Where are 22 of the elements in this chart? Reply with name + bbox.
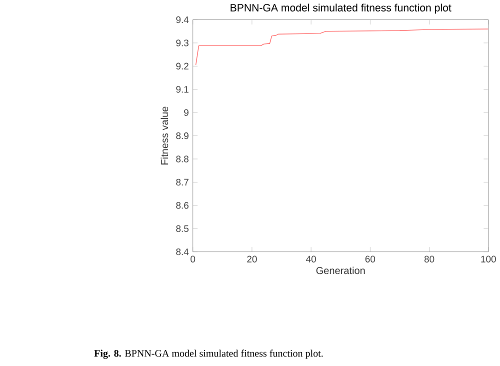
y-tick-label: 9 [184, 109, 188, 116]
x-tick-label: 40 [306, 256, 316, 263]
y-tick-label: 9.4 [176, 16, 189, 24]
y-tick-label: 9.2 [176, 63, 188, 70]
y-axis-title: Fitness value [160, 106, 168, 165]
y-tick-label: 8.6 [176, 202, 189, 209]
x-tick-label: 60 [365, 256, 376, 263]
y-tick-label: 8.7 [176, 179, 188, 186]
y-tick-label: 8.8 [176, 156, 189, 163]
x-tick-label: 100 [481, 256, 496, 263]
x-axis-title: Generation [316, 266, 365, 274]
y-tick-label: 9.3 [176, 40, 189, 46]
y-tick-label: 8.5 [176, 225, 189, 232]
y-tick-label: 9.1 [176, 86, 188, 93]
x-tick-label: 0 [190, 256, 196, 263]
text: Fig. 8. BPNN-GA model simulated fitness function plot. [94, 350, 323, 360]
chart-title: BPNN-GA model simulated fitness function plot [230, 4, 452, 14]
line-series [195, 28, 488, 66]
x-tick-label: 20 [247, 256, 257, 263]
y-tick-label: 8.9 [176, 132, 188, 140]
y-tick-label: 8.4 [176, 248, 189, 256]
x-tick-label: 80 [424, 256, 434, 263]
